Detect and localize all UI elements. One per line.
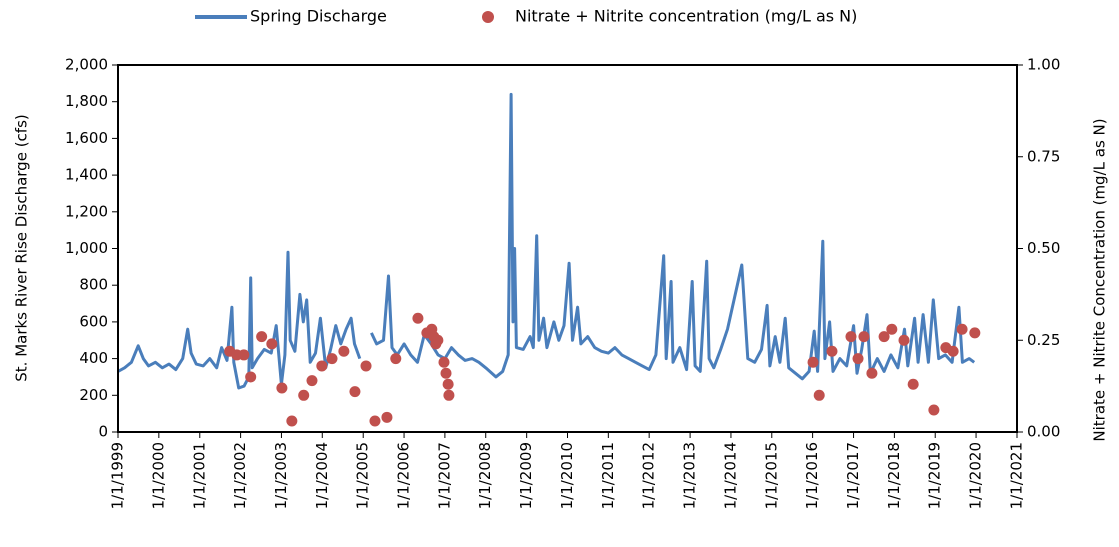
y2-axis-title: Nitrate + Nitrite Concentration (mg/L as…: [1091, 118, 1109, 441]
nitrate-point: [276, 382, 288, 394]
y-tick-label: 800: [79, 276, 108, 294]
nitrate-point: [442, 378, 454, 390]
y-tick-label: 1,000: [65, 239, 108, 257]
nitrate-point: [245, 371, 257, 383]
legend-swatch: [482, 11, 494, 23]
plot-frame: [117, 64, 1018, 433]
y2-tick-label: 1.00: [1027, 56, 1060, 74]
nitrate-point: [432, 334, 444, 346]
x-tick-label: 1/1/2002: [231, 442, 249, 509]
nitrate-point: [886, 323, 898, 335]
nitrate-point: [907, 378, 919, 390]
x-tick-label: 1/1/2019: [926, 442, 944, 509]
nitrate-point: [390, 353, 402, 365]
x-tick-label: 1/1/2000: [149, 442, 167, 509]
nitrate-point: [443, 389, 455, 401]
y-axis-title: St. Marks River Rise Discharge (cfs): [13, 114, 31, 382]
x-tick-label: 1/1/2001: [190, 442, 208, 509]
nitrate-point: [878, 331, 890, 343]
x-tick-label: 1/1/2007: [435, 442, 453, 509]
x-tick-label: 1/1/2003: [272, 442, 290, 509]
nitrate-point: [412, 312, 424, 324]
nitrate-point: [349, 386, 361, 398]
y-tick-label: 1,800: [65, 92, 108, 110]
y-tick-label: 400: [79, 349, 108, 367]
nitrate-point: [286, 415, 298, 427]
x-tick-label: 1/1/2006: [395, 442, 413, 509]
y-tick-label: 1,400: [65, 166, 108, 184]
x-tick-label: 1/1/2008: [476, 442, 494, 509]
y2-tick-label: 0.50: [1027, 239, 1060, 257]
y-tick-label: 0: [98, 423, 108, 441]
nitrate-point: [306, 375, 318, 387]
nitrate-point: [969, 327, 981, 339]
x-tick-label: 1/1/2018: [885, 442, 903, 509]
nitrate-point: [298, 389, 310, 401]
nitrate-point: [858, 331, 870, 343]
nitrate-point: [360, 360, 372, 372]
nitrate-point: [898, 334, 910, 346]
nitrate-point: [813, 389, 825, 401]
y-tick-label: 200: [79, 386, 108, 404]
y-tick-label: 600: [79, 312, 108, 330]
discharge-line: [117, 250, 362, 390]
nitrate-point: [928, 404, 940, 416]
x-tick-label: 1/1/2015: [762, 442, 780, 509]
nitrate-point: [381, 411, 393, 423]
y2-tick-label: 0.75: [1027, 147, 1060, 165]
nitrate-point: [956, 323, 968, 335]
x-tick-label: 1/1/2005: [354, 442, 372, 509]
nitrate-point: [316, 360, 328, 372]
x-tick-label: 1/1/2004: [313, 442, 331, 509]
x-tick-label: 1/1/1999: [109, 442, 127, 509]
y2-tick-label: 0.25: [1027, 331, 1060, 349]
x-tick-label: 1/1/2013: [681, 442, 699, 509]
x-tick-label: 1/1/2010: [558, 442, 576, 509]
y-tick-label: 1,200: [65, 202, 108, 220]
nitrate-point: [947, 345, 959, 357]
nitrate-point: [266, 338, 278, 350]
legend-label: Spring Discharge: [250, 7, 387, 26]
nitrate-point: [866, 367, 878, 379]
x-tick-label: 1/1/2016: [803, 442, 821, 509]
nitrate-point: [338, 345, 350, 357]
nitrate-point: [256, 331, 268, 343]
x-tick-label: 1/1/2014: [721, 442, 739, 509]
nitrate-point: [845, 331, 857, 343]
nitrate-point: [238, 349, 250, 361]
legend-label: Nitrate + Nitrite concentration (mg/L as…: [515, 7, 857, 26]
y-tick-label: 1,600: [65, 129, 108, 147]
x-tick-label: 1/1/2011: [599, 442, 617, 509]
x-tick-label: 1/1/2021: [1008, 442, 1026, 509]
y2-tick-label: 0.00: [1027, 423, 1060, 441]
nitrate-point: [826, 345, 838, 357]
x-tick-label: 1/1/2009: [517, 442, 535, 509]
x-tick-label: 1/1/2012: [640, 442, 658, 509]
x-tick-label: 1/1/2020: [967, 442, 985, 509]
x-tick-label: 1/1/2017: [844, 442, 862, 509]
y-tick-label: 2,000: [65, 56, 108, 74]
nitrate-point: [369, 415, 381, 427]
nitrate-point: [852, 353, 864, 365]
nitrate-point: [807, 356, 819, 368]
nitrate-point: [438, 356, 450, 368]
nitrate-point: [326, 353, 338, 365]
nitrate-point: [440, 367, 452, 379]
